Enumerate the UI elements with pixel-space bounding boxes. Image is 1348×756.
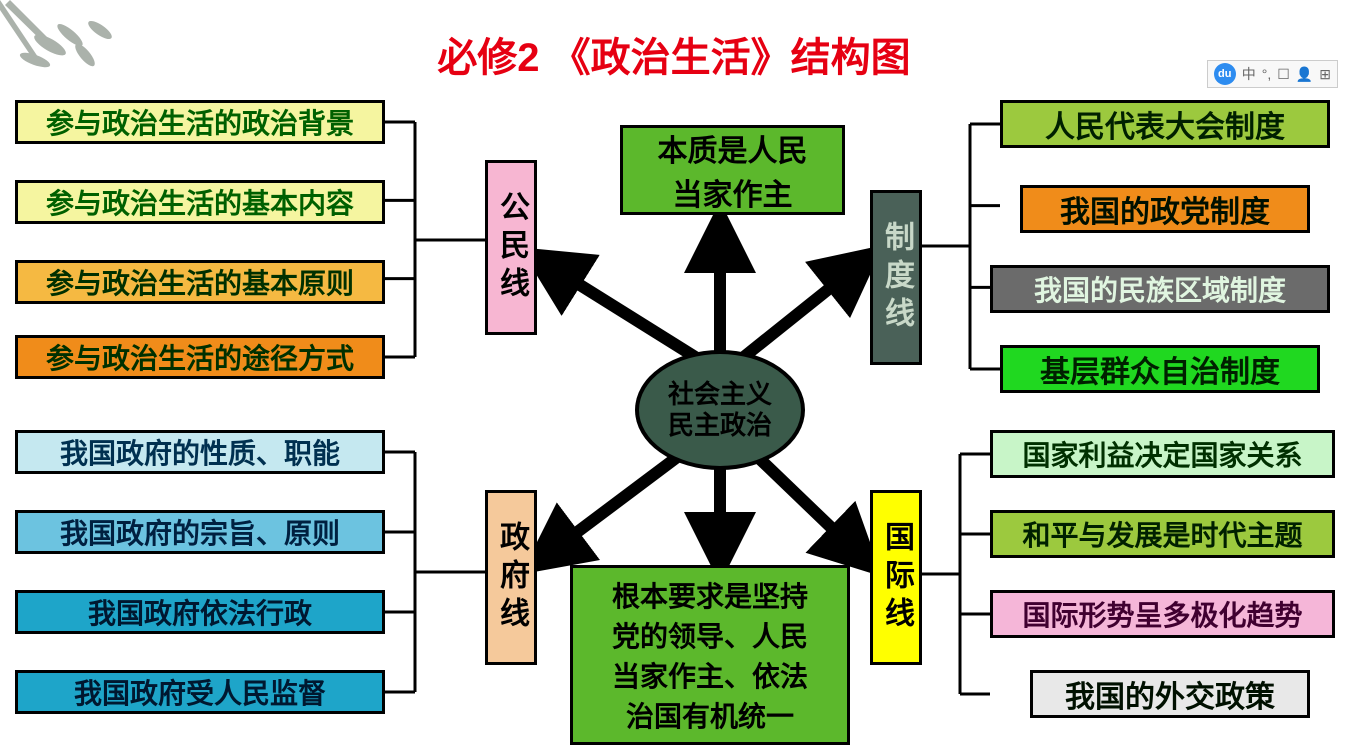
page-title: 必修2 《政治生活》结构图 (0, 25, 1348, 83)
leaf-intl-0: 国家利益决定国家关系 (990, 430, 1335, 478)
branch-citizen: 公民线 (485, 160, 537, 335)
requirement-label: 根本要求是坚持党的领导、人民当家作主、依法治国有机统一 (612, 575, 808, 735)
leaf-label: 人民代表大会制度 (1045, 102, 1285, 146)
leaf-label: 我国的政党制度 (1060, 187, 1270, 231)
ime-item[interactable]: °, (1262, 66, 1272, 82)
leaf-label: 我国政府受人民监督 (74, 672, 326, 712)
leaf-citizen-0: 参与政治生活的政治背景 (15, 100, 385, 144)
ime-item[interactable]: ⊞ (1319, 66, 1331, 83)
leaf-gov-3: 我国政府受人民监督 (15, 670, 385, 714)
requirement-box: 根本要求是坚持党的领导、人民当家作主、依法治国有机统一 (570, 565, 850, 745)
branch-gov-label: 政府线 (489, 521, 533, 635)
leaf-gov-2: 我国政府依法行政 (15, 590, 385, 634)
leaf-label: 参与政治生活的途径方式 (46, 337, 354, 377)
leaf-label: 国际形势呈多极化趋势 (1022, 594, 1302, 634)
leaf-gov-1: 我国政府的宗旨、原则 (15, 510, 385, 554)
leaf-system-0: 人民代表大会制度 (1000, 100, 1330, 148)
ime-item[interactable]: ☐ (1277, 66, 1290, 83)
leaf-citizen-1: 参与政治生活的基本内容 (15, 180, 385, 224)
leaf-label: 我国的外交政策 (1065, 672, 1275, 716)
leaf-gov-0: 我国政府的性质、职能 (15, 430, 385, 474)
leaf-system-1: 我国的政党制度 (1020, 185, 1310, 233)
center-node: 社会主义民主政治 (635, 350, 805, 470)
branch-system: 制度线 (870, 190, 922, 365)
center-label: 社会主义民主政治 (668, 379, 772, 441)
branch-intl-label: 国际线 (874, 521, 918, 635)
leaf-label: 参与政治生活的基本内容 (46, 182, 354, 222)
leaf-label: 和平与发展是时代主题 (1022, 514, 1302, 554)
leaf-intl-1: 和平与发展是时代主题 (990, 510, 1335, 558)
leaf-label: 国家利益决定国家关系 (1022, 434, 1302, 474)
leaf-label: 参与政治生活的基本原则 (46, 262, 354, 302)
leaf-intl-2: 国际形势呈多极化趋势 (990, 590, 1335, 638)
leaf-intl-3: 我国的外交政策 (1030, 670, 1310, 718)
leaf-citizen-3: 参与政治生活的途径方式 (15, 335, 385, 379)
title-text: 必修2 《政治生活》结构图 (437, 36, 910, 80)
branch-system-label: 制度线 (874, 221, 918, 335)
ime-logo-icon: du (1214, 63, 1236, 85)
leaf-label: 参与政治生活的政治背景 (46, 102, 354, 142)
ime-item[interactable]: 👤 (1296, 66, 1313, 83)
essence-box: 本质是人民当家作主 (620, 125, 845, 215)
ime-item[interactable]: 中 (1242, 64, 1256, 84)
leaf-system-2: 我国的民族区域制度 (990, 265, 1330, 313)
branch-intl: 国际线 (870, 490, 922, 665)
ime-toolbar[interactable]: du 中 °, ☐ 👤 ⊞ (1207, 60, 1338, 88)
branch-gov: 政府线 (485, 490, 537, 665)
essence-label: 本质是人民当家作主 (658, 126, 808, 214)
leaf-label: 基层群众自治制度 (1040, 347, 1280, 391)
branch-citizen-label: 公民线 (489, 191, 533, 305)
leaf-label: 我国的民族区域制度 (1034, 269, 1286, 309)
leaf-label: 我国政府的性质、职能 (60, 432, 340, 472)
leaf-label: 我国政府的宗旨、原则 (60, 512, 340, 552)
leaf-system-3: 基层群众自治制度 (1000, 345, 1320, 393)
leaf-label: 我国政府依法行政 (88, 592, 312, 632)
leaf-citizen-2: 参与政治生活的基本原则 (15, 260, 385, 304)
